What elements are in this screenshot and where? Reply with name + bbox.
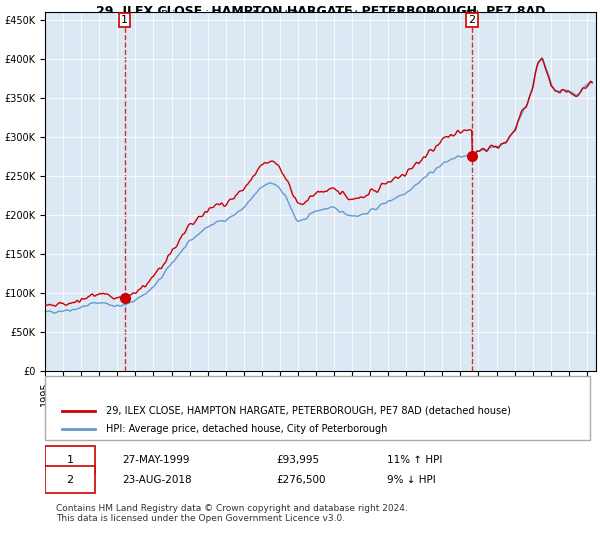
FancyBboxPatch shape bbox=[45, 376, 590, 440]
Text: £276,500: £276,500 bbox=[277, 474, 326, 484]
Text: Price paid vs. HM Land Registry's House Price Index (HPI): Price paid vs. HM Land Registry's House … bbox=[161, 10, 480, 20]
Text: 29, ILEX CLOSE, HAMPTON HARGATE, PETERBOROUGH, PE7 8AD (detached house): 29, ILEX CLOSE, HAMPTON HARGATE, PETERBO… bbox=[106, 405, 511, 416]
FancyBboxPatch shape bbox=[45, 466, 95, 493]
FancyBboxPatch shape bbox=[45, 446, 95, 473]
Text: 9% ↓ HPI: 9% ↓ HPI bbox=[386, 474, 436, 484]
Text: Contains HM Land Registry data © Crown copyright and database right 2024.
This d: Contains HM Land Registry data © Crown c… bbox=[56, 503, 408, 523]
Text: 11% ↑ HPI: 11% ↑ HPI bbox=[386, 455, 442, 465]
Text: £93,995: £93,995 bbox=[277, 455, 320, 465]
Text: 1: 1 bbox=[121, 15, 128, 25]
Text: 2: 2 bbox=[67, 474, 73, 484]
Text: HPI: Average price, detached house, City of Peterborough: HPI: Average price, detached house, City… bbox=[106, 424, 387, 434]
Text: 23-AUG-2018: 23-AUG-2018 bbox=[122, 474, 192, 484]
Text: 27-MAY-1999: 27-MAY-1999 bbox=[122, 455, 190, 465]
Text: 1: 1 bbox=[67, 455, 73, 465]
Text: 2: 2 bbox=[469, 15, 476, 25]
Text: 29, ILEX CLOSE, HAMPTON HARGATE, PETERBOROUGH, PE7 8AD: 29, ILEX CLOSE, HAMPTON HARGATE, PETERBO… bbox=[96, 6, 545, 18]
